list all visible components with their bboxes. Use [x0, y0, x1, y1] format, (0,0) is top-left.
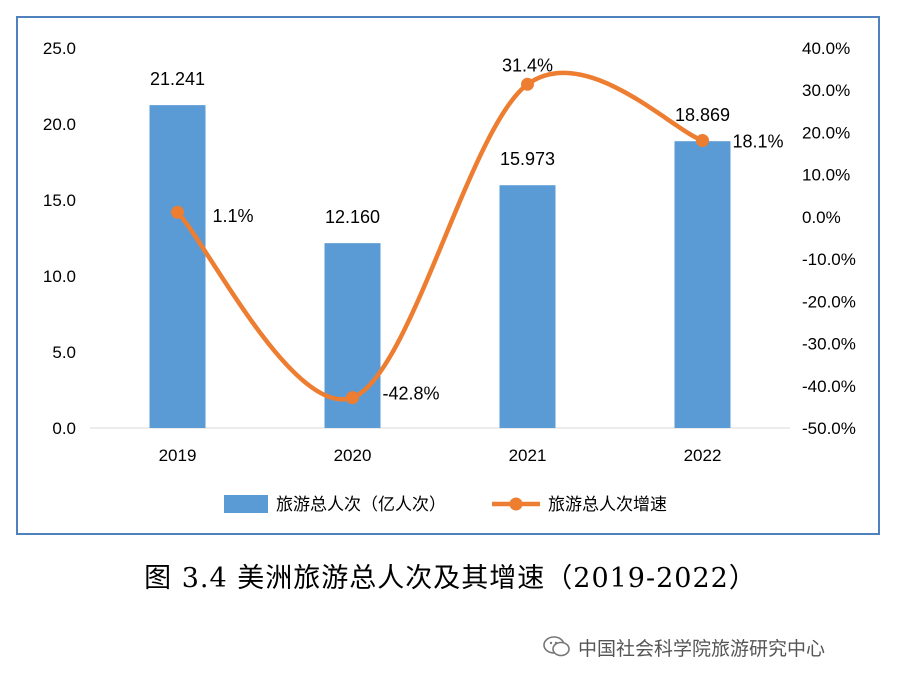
legend-bar-label: 旅游总人次（亿人次）	[276, 495, 446, 514]
growth-point	[521, 77, 534, 91]
growth-value-label: 18.1%	[733, 131, 784, 151]
y-left-tick-label: 25.0	[43, 39, 76, 58]
bar-value-label: 15.973	[500, 149, 555, 169]
bar-value-label: 18.869	[675, 105, 730, 125]
watermark-text: 中国社会科学院旅游研究中心	[578, 637, 826, 660]
growth-value-label: 1.1%	[213, 206, 254, 226]
growth-value-label: 31.4%	[502, 55, 553, 75]
bar-value-label: 21.241	[150, 69, 205, 89]
y-left-tick-label: 15.0	[43, 191, 76, 210]
x-tick-label: 2019	[159, 446, 197, 465]
chart-frame: 0.0 5.0 10.0 15.0 20.0 25.0 -50.0% -40.0% -30.0%…	[16, 16, 880, 535]
y-left-tick-label: 5.0	[52, 343, 76, 362]
growth-point	[171, 205, 184, 219]
y-left-tick-label: 20.0	[43, 115, 76, 134]
growth-point	[696, 133, 709, 147]
y-right-tick-label: 30.0%	[802, 81, 850, 100]
growth-point	[346, 391, 359, 405]
bar	[499, 185, 556, 428]
y-right-tick-label: 10.0%	[802, 166, 850, 185]
y-right-tick-label: 20.0%	[802, 123, 850, 142]
growth-line	[175, 70, 705, 402]
x-tick-label: 2022	[684, 446, 722, 465]
y-right-tick-label: -10.0%	[802, 250, 856, 269]
y-right-tick-label: -40.0%	[802, 377, 856, 396]
y-left-tick-label: 0.0	[52, 419, 76, 438]
bar	[149, 105, 206, 428]
y-right-tick-label: 0.0%	[802, 208, 841, 227]
bar-value-label: 12.160	[325, 207, 380, 227]
y-right-tick-label: 40.0%	[802, 39, 850, 58]
y-right-tick-label: -50.0%	[802, 419, 856, 438]
x-tick-label: 2021	[509, 446, 547, 465]
x-tick-label: 2020	[334, 446, 372, 465]
legend-line-marker	[509, 497, 523, 511]
y-left-tick-label: 10.0	[43, 267, 76, 286]
y-right-tick-label: -20.0%	[802, 292, 856, 311]
growth-value-label: -42.8%	[383, 384, 440, 404]
legend-bar-swatch	[224, 495, 268, 513]
legend-line-label: 旅游总人次增速	[548, 495, 667, 514]
watermark: 中国社会科学院旅游研究中心	[542, 632, 825, 662]
chart-svg: 0.0 5.0 10.0 15.0 20.0 25.0 -50.0% -40.0% -30.0%…	[43, 39, 856, 514]
wechat-icon	[543, 636, 570, 657]
y-right-tick-label: -30.0%	[802, 335, 856, 354]
figure-caption: 图 3.4 美洲旅游总人次及其增速（2019-2022）	[144, 563, 757, 594]
bar	[674, 141, 731, 428]
